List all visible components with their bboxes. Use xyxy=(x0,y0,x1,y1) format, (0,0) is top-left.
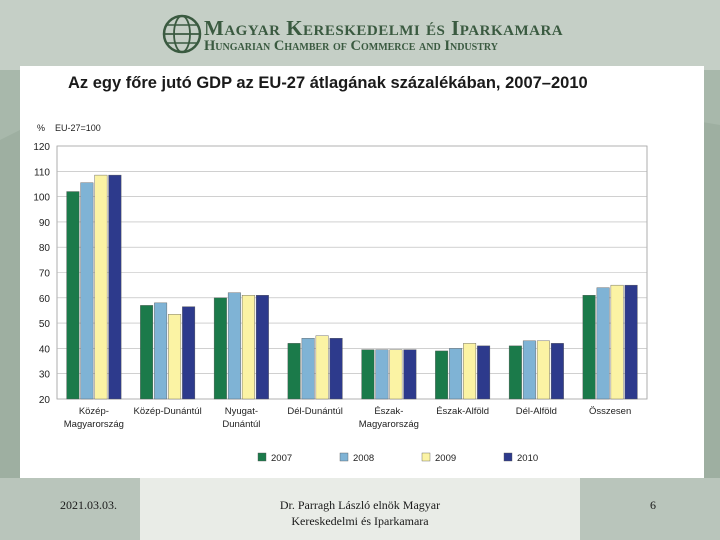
y-tick-label: 50 xyxy=(39,319,51,330)
bar xyxy=(213,297,227,400)
header: Magyar Kereskedelmi és Iparkamara Hungar… xyxy=(160,12,564,58)
bar xyxy=(435,350,449,400)
bar xyxy=(80,182,94,400)
bar xyxy=(522,340,536,400)
y-tick-label: 80 xyxy=(39,243,51,254)
bar xyxy=(66,191,80,400)
bar xyxy=(154,302,168,400)
bar xyxy=(301,338,315,400)
y-tick-label: 120 xyxy=(33,142,50,153)
y-tick-label: 110 xyxy=(34,167,50,178)
y-tick-label: 40 xyxy=(39,344,51,355)
x-tick-label: Dunántúl xyxy=(222,419,260,430)
globe-logo-icon xyxy=(162,14,202,54)
footer-author-line1: Dr. Parragh László elnök Magyar xyxy=(279,498,441,512)
x-tick-label: Nyugat- xyxy=(225,406,258,417)
bar xyxy=(610,284,624,400)
footer-author: Dr. Parragh László elnök Magyar Keresked… xyxy=(250,497,470,529)
bar xyxy=(375,349,389,400)
bar xyxy=(140,305,154,400)
bar xyxy=(582,295,596,400)
legend-label: 2007 xyxy=(271,453,292,464)
bar-chart: 20 30 40 50 60 70 80 90 100 110 120% EU-27=100 Közép… xyxy=(33,123,648,464)
chart-title: Az egy főre jutó GDP az EU-27 átlagának … xyxy=(68,74,588,92)
bar xyxy=(329,338,343,400)
bar xyxy=(315,335,329,400)
bar xyxy=(94,174,108,400)
bar xyxy=(550,343,564,400)
legend-label: 2008 xyxy=(353,453,374,464)
y-tick-label: 30 xyxy=(39,370,51,381)
bar xyxy=(403,349,417,400)
bar xyxy=(182,306,196,400)
y-tick-label: 20 xyxy=(39,395,51,406)
bar xyxy=(449,348,463,400)
bar xyxy=(361,349,375,400)
bar xyxy=(508,345,522,400)
footer-date: 2021.03.03. xyxy=(60,498,117,512)
bar xyxy=(241,295,255,400)
x-tick-label: Magyarország xyxy=(64,419,124,430)
x-tick-label: Magyarország xyxy=(359,419,419,430)
legend-label: 2010 xyxy=(517,453,538,464)
legend-swatch xyxy=(339,452,349,462)
x-tick-label: Összesen xyxy=(589,406,631,417)
bar xyxy=(168,314,182,400)
bar xyxy=(287,343,301,400)
y-axis-label: % xyxy=(37,123,45,133)
legend-swatch xyxy=(257,452,267,462)
x-tick-label: Dél-Alföld xyxy=(516,406,557,417)
x-tick-label: Észak- xyxy=(374,406,403,417)
bar xyxy=(624,284,638,400)
bar xyxy=(108,174,122,400)
legend-swatch xyxy=(503,452,513,462)
y-tick-label: 90 xyxy=(39,218,51,229)
y-tick-label: 70 xyxy=(39,269,51,280)
legend-swatch xyxy=(421,452,431,462)
chart-panel: Az egy főre jutó GDP az EU-27 átlagának … xyxy=(20,66,704,478)
x-tick-label: Dél-Dunántúl xyxy=(287,406,342,417)
bar xyxy=(389,349,403,400)
org-name-hungarian: Magyar Kereskedelmi és Iparkamara xyxy=(204,16,564,40)
page-number: 6 xyxy=(650,498,656,512)
bar xyxy=(536,340,550,400)
footer-author-line2: Kereskedelmi és Iparkamara xyxy=(291,514,429,528)
x-tick-label: Közép-Dunántúl xyxy=(134,406,202,417)
bar xyxy=(255,295,269,400)
legend-label: 2009 xyxy=(435,453,456,464)
x-tick-label: Észak-Alföld xyxy=(436,406,489,417)
x-tick-label: Közép- xyxy=(79,406,109,417)
y-tick-label: 100 xyxy=(33,193,50,204)
bar xyxy=(477,345,491,400)
org-name-english: Hungarian Chamber of Commerce and Indust… xyxy=(204,38,498,54)
bar xyxy=(227,292,241,400)
chart-subtitle: EU-27=100 xyxy=(55,123,101,133)
y-tick-label: 60 xyxy=(39,294,51,305)
bar xyxy=(596,287,610,400)
bar xyxy=(463,343,477,400)
